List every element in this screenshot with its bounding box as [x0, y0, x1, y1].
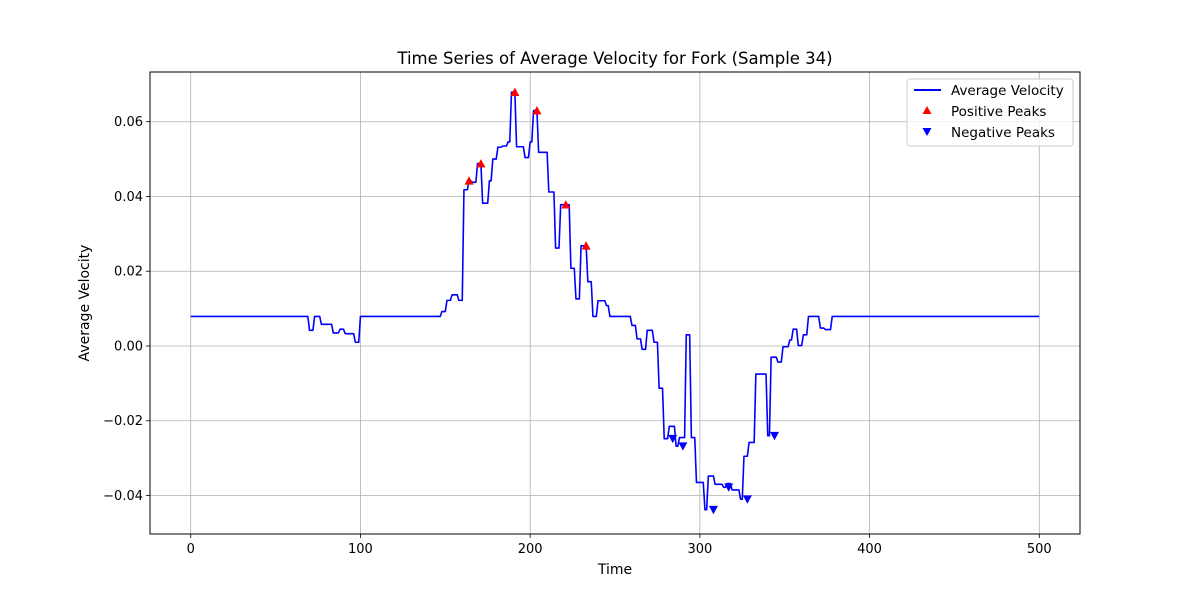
negative-peak-marker: [668, 434, 678, 444]
y-tick-label: 0.00: [114, 339, 143, 354]
positive-peak-marker: [561, 200, 571, 209]
positive-peak-marker: [581, 241, 591, 250]
x-tick-label: 500: [1027, 542, 1052, 557]
positive-peak-marker: [510, 87, 520, 97]
y-tick-label: 0.04: [114, 190, 143, 205]
negative-peak-marker: [724, 483, 734, 492]
positive-peak-marker: [532, 106, 542, 115]
legend-box: [906, 78, 1074, 147]
plot-frame: [149, 71, 1081, 535]
x-tick-label: 300: [687, 542, 712, 557]
plot-series: [190, 87, 1040, 515]
x-tick-label: 0: [187, 542, 195, 557]
legend-negative-peak-marker: [922, 128, 932, 136]
y-tick-label: 0.02: [114, 265, 143, 280]
x-tick-label: 200: [518, 542, 543, 557]
legend-label-positive-peaks: Positive Peaks: [951, 104, 1046, 120]
chart-title: Time Series of Average Velocity for Fork…: [396, 49, 832, 68]
legend-positive-peak-marker: [922, 106, 932, 114]
legend-label-negative-peaks: Negative Peaks: [951, 125, 1055, 141]
x-tick-label: 100: [348, 542, 373, 557]
negative-peak-marker: [770, 431, 780, 441]
positive-peak-marker: [476, 159, 486, 168]
axis-ticks: 0 100 200 300 400 500 −0.04 −0.02 0.00 0.02 0.04 0.…: [103, 115, 1052, 557]
x-tick-label: 400: [857, 542, 882, 557]
positive-peak-marker: [464, 176, 474, 185]
negative-peak-marker: [708, 505, 718, 515]
y-tick-label: 0.06: [114, 115, 143, 130]
y-tick-label: −0.04: [103, 489, 143, 504]
y-tick-label: −0.02: [103, 414, 143, 429]
y-axis-label: Average Velocity: [77, 245, 93, 362]
x-axis-label: Time: [597, 562, 632, 578]
legend: Average Velocity Positive Peaks Negative…: [906, 78, 1074, 147]
negative-peak-marker: [742, 495, 752, 504]
negative-peak-marker: [678, 442, 688, 451]
legend-label-average-velocity: Average Velocity: [951, 83, 1064, 99]
average-velocity-line: [190, 91, 1040, 511]
